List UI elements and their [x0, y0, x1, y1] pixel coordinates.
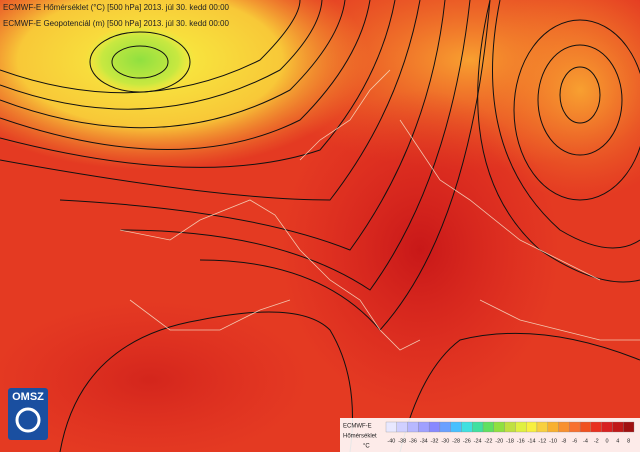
- legend-label: -10: [549, 438, 557, 444]
- legend-label: -26: [463, 438, 471, 444]
- legend-swatch: [515, 421, 527, 433]
- legend-label: -38: [398, 438, 406, 444]
- legend-label: -28: [452, 438, 460, 444]
- legend-label: -32: [431, 438, 439, 444]
- legend: ECMWF-E Hőmérséklet °C -40 -38 -36 -34 -32 -3…: [340, 418, 640, 452]
- legend-label: -6: [572, 438, 577, 444]
- legend-variable: Hőmérséklet: [343, 434, 377, 440]
- legend-swatch: [547, 421, 559, 433]
- legend-swatch: [428, 421, 441, 433]
- legend-swatch: [569, 421, 581, 433]
- legend-swatch: [504, 421, 516, 433]
- legend-swatch: [418, 421, 430, 433]
- legend-label: -8: [561, 438, 566, 444]
- legend-label: 4: [616, 438, 619, 444]
- legend-swatch: [612, 421, 624, 433]
- legend-unit: °C: [363, 444, 370, 450]
- legend-swatch: [385, 421, 397, 433]
- legend-label: -16: [517, 438, 525, 444]
- legend-swatch: [482, 421, 494, 433]
- legend-label: -24: [474, 438, 482, 444]
- header-line: ECMWF-E Geopotenciál (m) [500 hPa] 2013.…: [3, 19, 229, 28]
- legend-swatch: [493, 421, 505, 433]
- legend-swatch: [579, 421, 592, 433]
- legend-swatch: [396, 421, 408, 433]
- legend-swatch: [407, 421, 419, 433]
- legend-swatch: [450, 421, 462, 433]
- legend-swatch: [623, 421, 635, 433]
- legend-label: -22: [484, 438, 492, 444]
- legend-swatch: [526, 421, 538, 433]
- legend-label: -36: [409, 438, 417, 444]
- legend-label: -40: [387, 438, 395, 444]
- legend-swatch: [472, 421, 484, 433]
- legend-swatch: [558, 421, 570, 433]
- legend-swatch: [536, 421, 548, 433]
- legend-swatch: [601, 421, 613, 433]
- legend-label: -34: [420, 438, 428, 444]
- legend-label: -4: [583, 438, 588, 444]
- legend-label: -30: [441, 438, 449, 444]
- legend-label: -12: [538, 438, 546, 444]
- legend-label: 0: [606, 438, 609, 444]
- legend-model: ECMWF-E: [343, 424, 372, 430]
- logo-text: OMSZ: [12, 391, 44, 403]
- legend-swatch: [439, 421, 451, 433]
- legend-swatch: [590, 421, 602, 433]
- legend-label: -2: [594, 438, 599, 444]
- legend-label: -14: [528, 438, 536, 444]
- legend-label: -18: [506, 438, 514, 444]
- header: ECMWF-E Hőmérséklet (°C) [500 hPa] 2013.…: [3, 3, 230, 28]
- legend-swatch: [461, 421, 473, 433]
- header-line: ECMWF-E Hőmérséklet (°C) [500 hPa] 2013.…: [3, 3, 230, 12]
- logo: OMSZ: [8, 388, 48, 440]
- coastlines: [119, 69, 640, 351]
- legend-label: -20: [495, 438, 503, 444]
- legend-label: 8: [627, 438, 630, 444]
